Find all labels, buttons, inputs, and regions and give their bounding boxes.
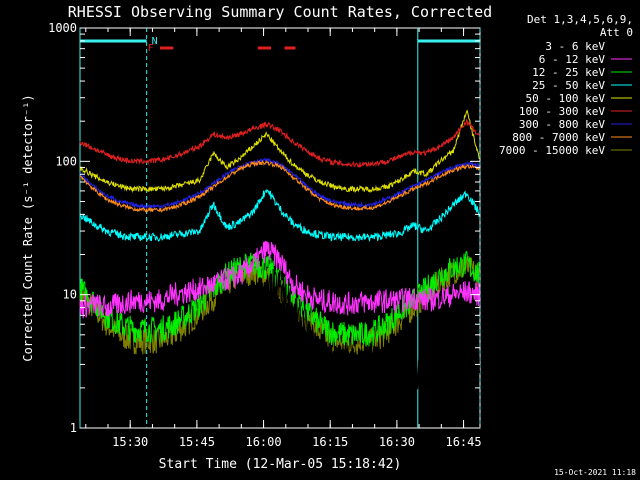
y-tick-label: 1000 [48,21,77,35]
legend-label: 12 - 25 keV [532,66,605,79]
footer-timestamp: 15-Oct-2021 11:18 [554,468,636,477]
series-line [79,240,480,319]
flare-marker-label: F [148,43,154,54]
legend-header-2: Att 0 [600,26,633,39]
legend-label: 100 - 300 keV [519,105,605,118]
legend-header-1: Det 1,3,4,5,6,9, [527,13,633,26]
x-tick-label: 16:00 [245,435,281,449]
series-line [79,109,480,194]
ticks: 15:30 15:45 16:00 16:15 16:30 16:45 1 10 100 1000 [48,21,482,449]
legend-label: 6 - 12 keV [539,53,606,66]
x-axis-label: Start Time (12-Mar-05 15:18:42) [159,457,402,472]
series-line [79,118,480,169]
y-tick-label: 10 [63,288,77,302]
y-tick-label: 1 [70,421,77,435]
y-axis-label: Corrected Count Rate (s⁻¹ detector⁻¹) [21,94,35,361]
top-bars: NF [80,36,480,54]
y-tick-label: 100 [55,154,77,168]
series-line [79,189,480,243]
legend-label: 800 - 7000 keV [512,131,605,144]
legend-label: 25 - 50 keV [532,79,605,92]
night-marker-label: N [152,36,158,47]
legend-label: 300 - 800 keV [519,118,605,131]
x-tick-label: 15:30 [112,435,148,449]
legend-label: 3 - 6 keV [545,40,605,53]
series-group [79,109,480,399]
chart-title: RHESSI Observing Summary Count Rates, Co… [68,3,492,21]
x-tick-label: 15:45 [179,435,215,449]
x-tick-label: 16:15 [312,435,348,449]
x-tick-label: 16:45 [445,435,481,449]
series-line [186,268,480,399]
legend-label: 50 - 100 keV [526,92,606,105]
x-tick-label: 16:30 [379,435,415,449]
legend-label: 7000 - 15000 keV [499,144,605,157]
series-line [79,159,480,213]
